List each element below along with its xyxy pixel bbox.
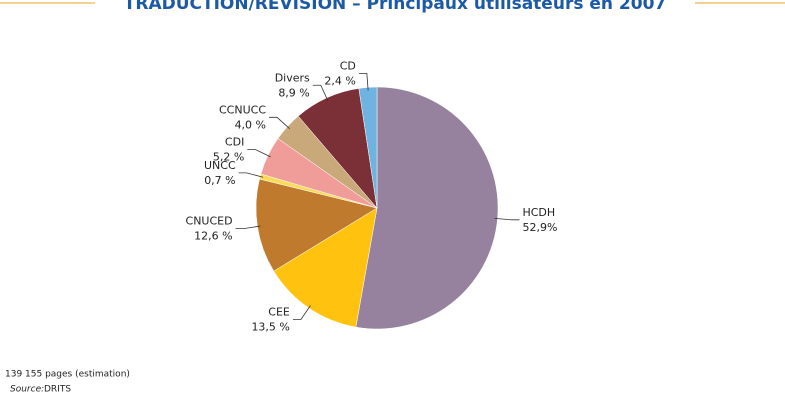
- slice-value-label: 5,2 %: [213, 150, 244, 163]
- leader-line: [312, 84, 329, 101]
- slice-value-label: 12,6 %: [194, 230, 232, 243]
- source-label: Source:: [10, 385, 44, 395]
- slice-label: CNUCED: [186, 215, 233, 228]
- source: DRITS: [44, 385, 71, 395]
- slice-label: CCNUCC: [219, 103, 266, 116]
- slice-value-label: 0,7 %: [204, 174, 235, 187]
- leader-line: [238, 172, 264, 178]
- slice-label: UNCC: [204, 159, 236, 172]
- slice-label: CEE: [268, 306, 290, 319]
- leader-line: [292, 305, 311, 320]
- slice-value-label: 52,9%: [522, 221, 557, 234]
- note: 139 155 pages (estimation): [5, 370, 130, 380]
- title-bg: [95, 0, 695, 14]
- slice-label: CDI: [225, 135, 244, 148]
- slice-label: HCDH: [522, 206, 555, 219]
- leader-line: [247, 149, 271, 158]
- slice-value-label: 13,5 %: [251, 321, 289, 334]
- slice-value-label: 2,4 %: [324, 74, 355, 87]
- slice-label: CD: [340, 59, 356, 72]
- leader-line: [358, 72, 369, 91]
- slice-value-label: 8,9 %: [278, 86, 309, 99]
- leader-line: [235, 225, 261, 230]
- slice-label: Divers: [275, 71, 310, 84]
- chart-title: TRADUCTION/REVISION – Principaux utilisa…: [124, 0, 666, 14]
- slice-value-label: 4,0 %: [235, 118, 266, 131]
- leader-line: [269, 116, 290, 130]
- leader-line: [494, 217, 520, 221]
